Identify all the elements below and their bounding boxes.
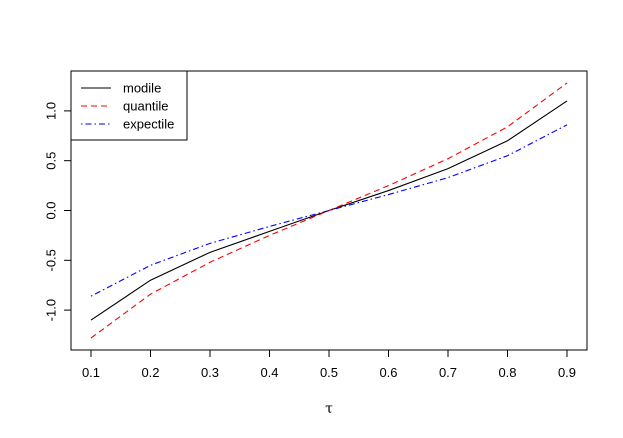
x-tick-label: 0.6 [379, 365, 397, 380]
legend-label-expectile: expectile [123, 117, 174, 132]
x-tick-label: 0.2 [141, 365, 159, 380]
legend: modile quantile expectile [70, 70, 188, 141]
x-tick-label: 0.7 [439, 365, 457, 380]
y-tick-label: -1.0 [44, 299, 59, 321]
x-axis: 0.1 0.2 0.3 0.4 0.5 0.6 0.7 0.8 0.9 [82, 349, 576, 380]
x-tick-label: 0.4 [260, 365, 278, 380]
x-tick-label: 0.9 [558, 365, 576, 380]
x-tick-label: 0.3 [201, 365, 219, 380]
series-layer [90, 82, 568, 339]
y-tick-label: -0.5 [44, 249, 59, 271]
legend-box [70, 70, 188, 141]
x-tick-label: 0.1 [82, 365, 100, 380]
x-tick-label: 0.8 [498, 365, 516, 380]
legend-label-quantile: quantile [123, 99, 169, 114]
x-tick-label: 0.5 [320, 365, 338, 380]
series-line-quantile [90, 82, 568, 339]
series-line-expectile [90, 124, 568, 297]
y-axis: -1.0 -0.5 0.0 0.5 1.0 [44, 102, 72, 321]
x-axis-label: τ [325, 401, 333, 417]
y-tick-label: 1.0 [44, 102, 59, 120]
y-tick-label: 0.0 [44, 201, 59, 219]
legend-label-modile: modile [123, 81, 161, 96]
y-tick-label: 0.5 [44, 152, 59, 170]
